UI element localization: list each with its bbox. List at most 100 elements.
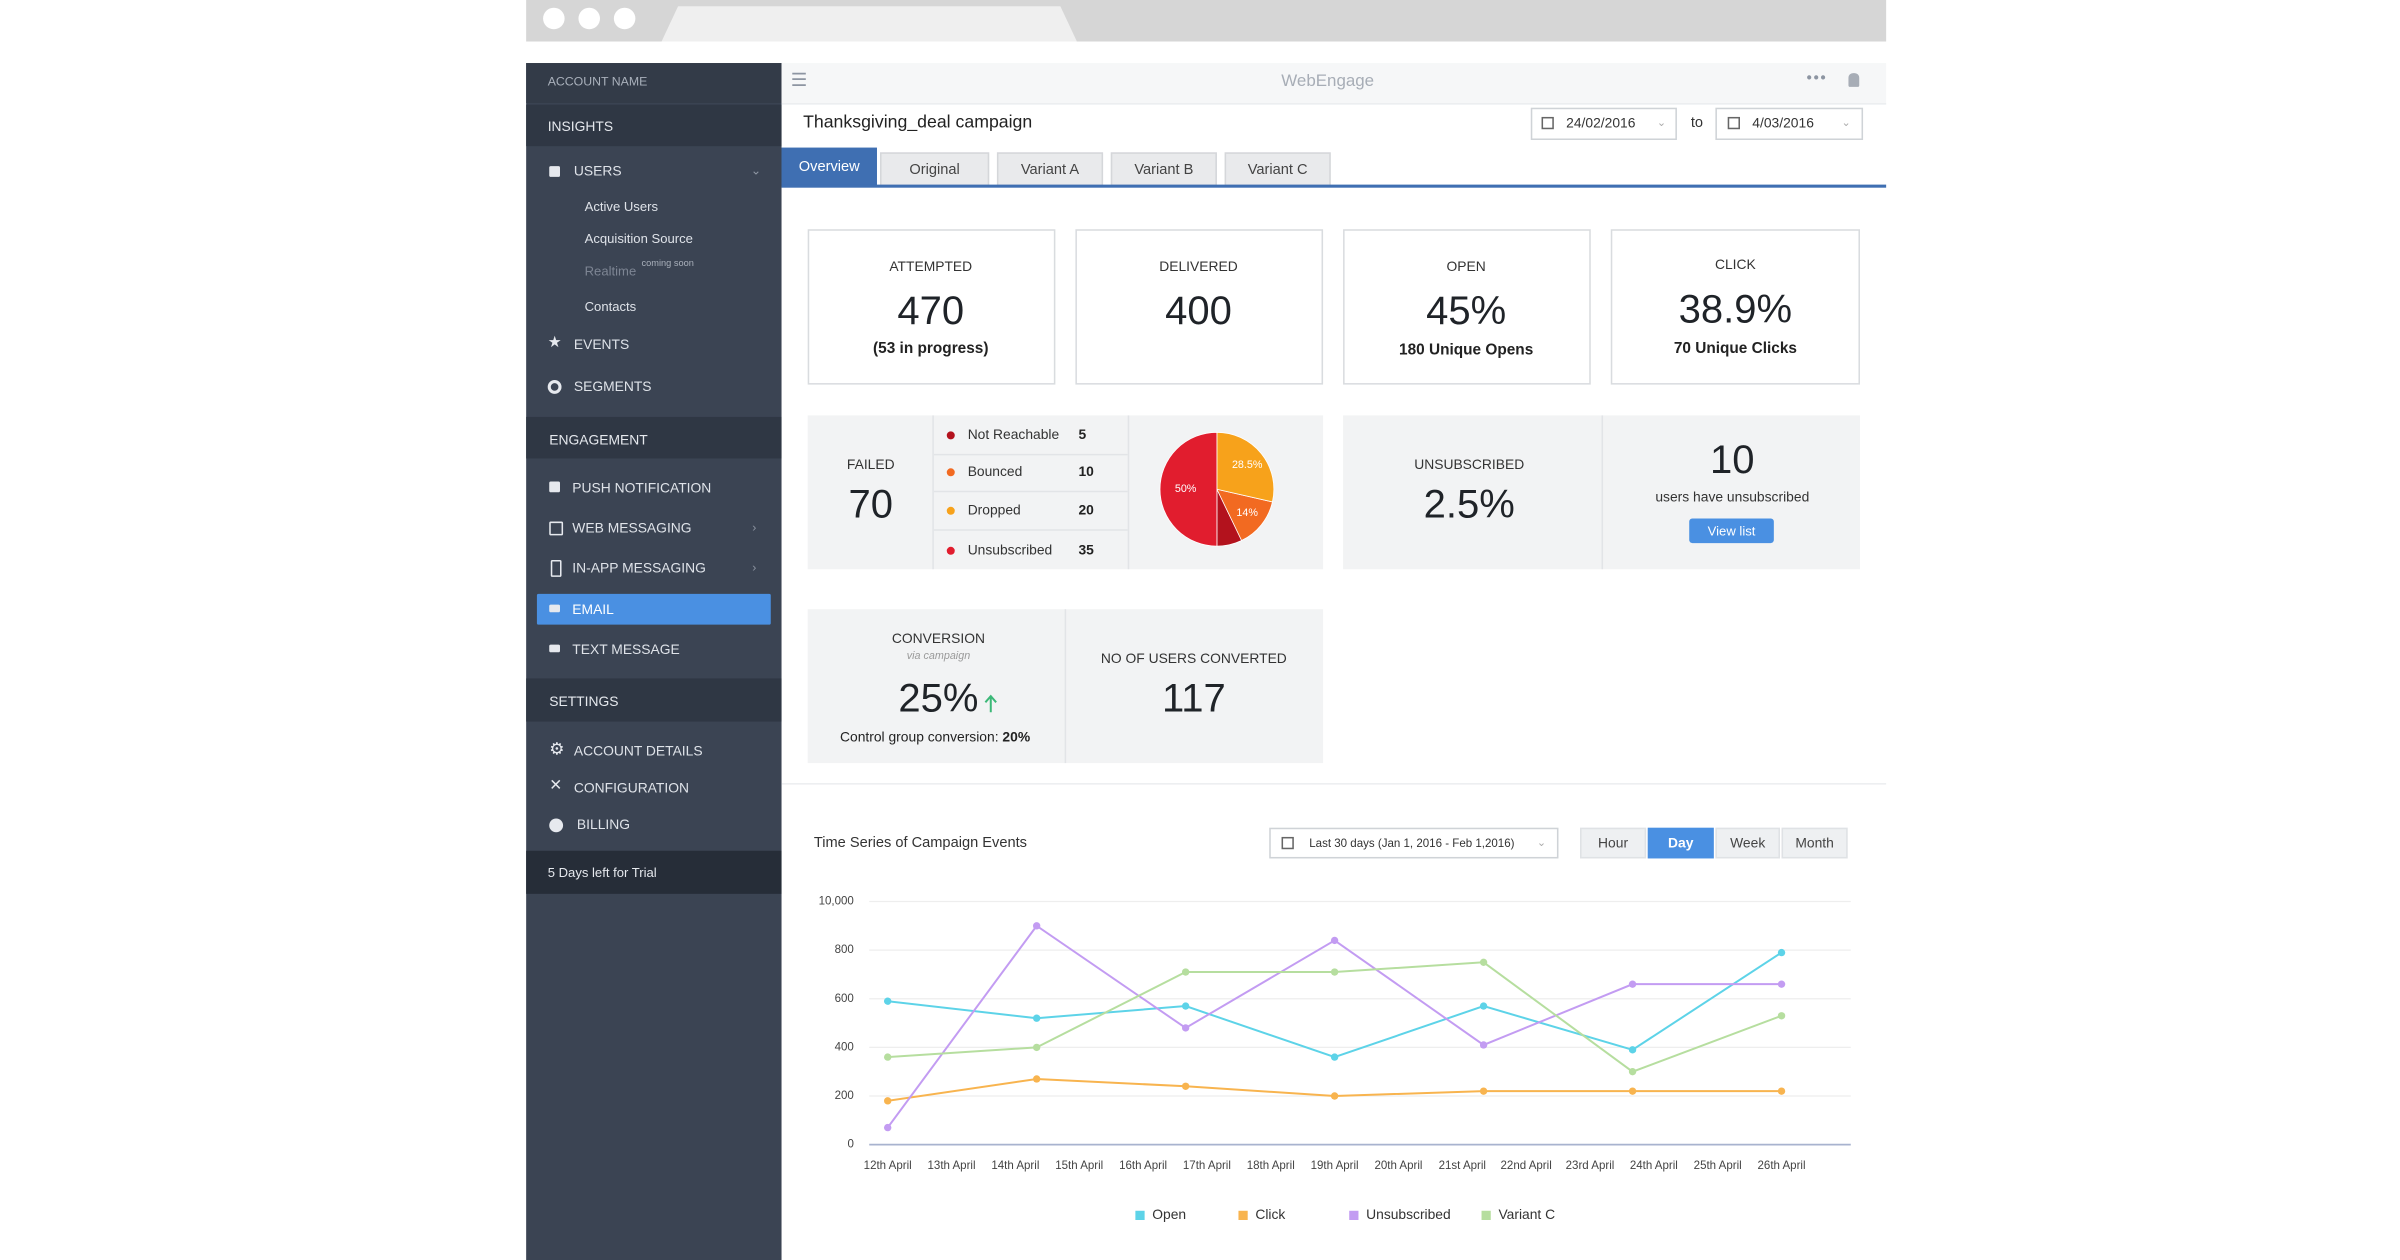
data-point bbox=[1181, 968, 1190, 976]
data-point bbox=[1330, 1092, 1339, 1100]
data-point bbox=[1032, 1014, 1041, 1022]
x-tick-label: 13th April bbox=[928, 1160, 976, 1172]
tab-active[interactable]: Overview bbox=[781, 147, 877, 187]
browser-tab bbox=[661, 6, 1077, 42]
account-bar bbox=[526, 63, 782, 104]
data-point bbox=[883, 1123, 892, 1132]
converted-label: NO OF USERS CONVERTED bbox=[1100, 650, 1287, 667]
stat-card bbox=[1343, 229, 1591, 385]
nav-item[interactable]: IN-APP MESSAGING bbox=[572, 559, 706, 576]
failed-value: 70 bbox=[848, 480, 894, 527]
legend-count: 20 bbox=[1078, 501, 1094, 517]
legend-swatch bbox=[1238, 1210, 1248, 1220]
nav-item[interactable]: USERS bbox=[573, 163, 622, 179]
conversion-note: via campaign bbox=[906, 651, 971, 663]
user-icon[interactable] bbox=[1848, 73, 1860, 87]
account-name[interactable]: ACCOUNT NAME bbox=[547, 74, 648, 89]
legend-swatch bbox=[1349, 1210, 1359, 1220]
more-icon[interactable]: ••• bbox=[1806, 69, 1828, 87]
legend-dot bbox=[946, 431, 955, 440]
date-picker[interactable] bbox=[1715, 107, 1864, 140]
stat-label: OPEN bbox=[1446, 258, 1486, 274]
segments-icon bbox=[547, 379, 562, 394]
nav-subitem[interactable]: Acquisition Source bbox=[584, 230, 693, 247]
granularity-button[interactable]: Month bbox=[1781, 827, 1848, 859]
up-arrow bbox=[984, 694, 997, 713]
y-tick-label: 0 bbox=[847, 1139, 853, 1151]
nav-item[interactable]: TEXT MESSAGE bbox=[572, 641, 680, 657]
unsubscribed-count: 10 bbox=[1710, 436, 1755, 483]
chevron: › bbox=[752, 520, 757, 535]
series-line bbox=[887, 951, 1783, 1059]
data-point bbox=[1777, 948, 1786, 957]
x-tick-label: 22nd April bbox=[1501, 1160, 1552, 1172]
stat-card bbox=[1075, 229, 1324, 385]
tab-underline bbox=[781, 184, 1887, 188]
nav-item[interactable]: EMAIL bbox=[572, 601, 614, 617]
y-tick-label: 10,000 bbox=[819, 896, 854, 908]
app-icon bbox=[550, 559, 562, 577]
data-point bbox=[1330, 1053, 1339, 1061]
legend-label: Unsubscribed bbox=[968, 541, 1053, 557]
section-header bbox=[526, 416, 782, 459]
legend-count: 5 bbox=[1078, 426, 1086, 442]
granularity-button[interactable]: Day bbox=[1647, 827, 1714, 859]
legend-count: 35 bbox=[1078, 541, 1094, 557]
granularity-button[interactable]: Hour bbox=[1579, 827, 1647, 859]
x-tick-label: 21st April bbox=[1439, 1160, 1486, 1172]
conversion-label: CONVERSION bbox=[891, 630, 986, 647]
nav-item[interactable]: BILLING bbox=[576, 816, 631, 833]
nav-subitem[interactable]: Active Users bbox=[584, 198, 659, 214]
x-tick-label: 26th April bbox=[1758, 1160, 1806, 1172]
nav-item[interactable]: SEGMENTS bbox=[573, 378, 652, 394]
data-point bbox=[1479, 1002, 1488, 1010]
data-point bbox=[1479, 1087, 1488, 1095]
legend-label: Dropped bbox=[968, 501, 1021, 517]
unsubscribed-text: users have unsubscribed bbox=[1655, 489, 1810, 505]
x-tick-label: 14th April bbox=[991, 1160, 1039, 1172]
trial-text: 5 Days left for Trial bbox=[547, 864, 657, 880]
nav-subitem: Realtime bbox=[584, 263, 637, 279]
divider bbox=[1064, 609, 1067, 764]
section-title: INSIGHTS bbox=[547, 118, 614, 134]
users-icon bbox=[549, 166, 560, 177]
email-icon bbox=[549, 604, 560, 613]
legend-label: Click bbox=[1255, 1206, 1285, 1222]
nav-subitem[interactable]: Contacts bbox=[584, 298, 637, 314]
browser-gap bbox=[526, 41, 1887, 64]
chevron: ⌄ bbox=[1656, 118, 1666, 130]
nav-item[interactable]: EVENTS bbox=[573, 336, 630, 353]
data-point bbox=[1777, 980, 1786, 988]
gear-icon: ⚙ bbox=[549, 740, 565, 760]
y-tick-label: 200 bbox=[835, 1090, 854, 1102]
data-point bbox=[1628, 1067, 1637, 1076]
push-icon bbox=[549, 481, 560, 493]
data-point bbox=[1330, 936, 1339, 945]
granularity-button[interactable]: Week bbox=[1715, 827, 1780, 859]
x-tick-label: 12th April bbox=[864, 1160, 912, 1172]
menu-icon[interactable]: ☰ bbox=[790, 69, 808, 91]
sms-icon bbox=[549, 644, 560, 653]
tab[interactable]: Original bbox=[879, 152, 990, 187]
nav-item[interactable]: ACCOUNT DETAILS bbox=[573, 743, 703, 759]
tab[interactable]: Variant C bbox=[1224, 152, 1331, 187]
nav-item[interactable]: WEB MESSAGING bbox=[572, 519, 692, 536]
legend-label: Unsubscribed bbox=[1366, 1206, 1451, 1222]
x-tick-label: 24th April bbox=[1630, 1160, 1678, 1172]
legend-swatch bbox=[1481, 1210, 1491, 1220]
campaign-title: Thanksgiving_deal campaign bbox=[803, 113, 1033, 133]
date-picker[interactable] bbox=[1530, 107, 1677, 140]
range-picker[interactable] bbox=[1269, 827, 1559, 859]
web-icon bbox=[549, 521, 564, 536]
control-group: Control group conversion: 20% bbox=[840, 729, 1030, 744]
x-tick-label: 16th April bbox=[1119, 1160, 1167, 1172]
nav-item[interactable]: PUSH NOTIFICATION bbox=[572, 479, 712, 496]
nav-item[interactable]: CONFIGURATION bbox=[573, 779, 689, 796]
view-list-button[interactable]: View list bbox=[1689, 518, 1774, 544]
x-tick-label: 20th April bbox=[1374, 1160, 1422, 1172]
stat-value: 38.9% bbox=[1678, 285, 1793, 332]
data-point bbox=[1479, 958, 1488, 966]
data-point bbox=[1181, 1002, 1190, 1010]
legend-dot bbox=[946, 468, 955, 477]
